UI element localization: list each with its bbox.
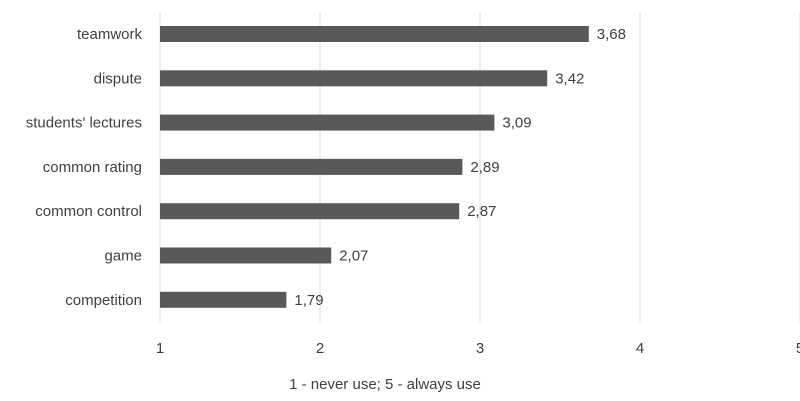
x-tick-label: 2 bbox=[316, 340, 324, 357]
value-label: 2,89 bbox=[470, 159, 499, 176]
bar bbox=[160, 291, 287, 308]
category-label: competition bbox=[65, 292, 142, 309]
bar bbox=[160, 203, 460, 220]
category-label: dispute bbox=[94, 70, 142, 87]
value-label: 2,07 bbox=[339, 248, 368, 265]
value-label: 3,09 bbox=[502, 115, 531, 132]
category-label: common rating bbox=[43, 159, 142, 176]
value-label: 3,68 bbox=[597, 26, 626, 43]
value-labels: 3,68 3,42 3,09 2,89 2,87 2,07 1,79 bbox=[294, 26, 626, 309]
category-label: common control bbox=[35, 203, 142, 220]
x-tick-label: 3 bbox=[476, 340, 484, 357]
value-label: 1,79 bbox=[294, 292, 323, 309]
bar bbox=[160, 114, 495, 131]
bars bbox=[160, 26, 589, 308]
category-labels: teamwork dispute students' lectures common … bbox=[26, 26, 143, 309]
x-tick-label: 1 bbox=[156, 340, 164, 357]
x-axis-ticks: 1 2 3 4 5 bbox=[156, 340, 800, 357]
category-label: students' lectures bbox=[26, 115, 142, 132]
bar bbox=[160, 70, 548, 87]
bar bbox=[160, 247, 332, 264]
value-label: 3,42 bbox=[555, 70, 584, 87]
value-label: 2,87 bbox=[467, 203, 496, 220]
category-label: teamwork bbox=[77, 26, 143, 43]
bar bbox=[160, 26, 589, 42]
category-label: game bbox=[104, 248, 142, 265]
bar bbox=[160, 158, 463, 175]
x-tick-label: 4 bbox=[636, 340, 644, 357]
x-axis-title: 1 - never use; 5 - always use bbox=[289, 376, 481, 393]
x-tick-label: 5 bbox=[796, 340, 800, 357]
